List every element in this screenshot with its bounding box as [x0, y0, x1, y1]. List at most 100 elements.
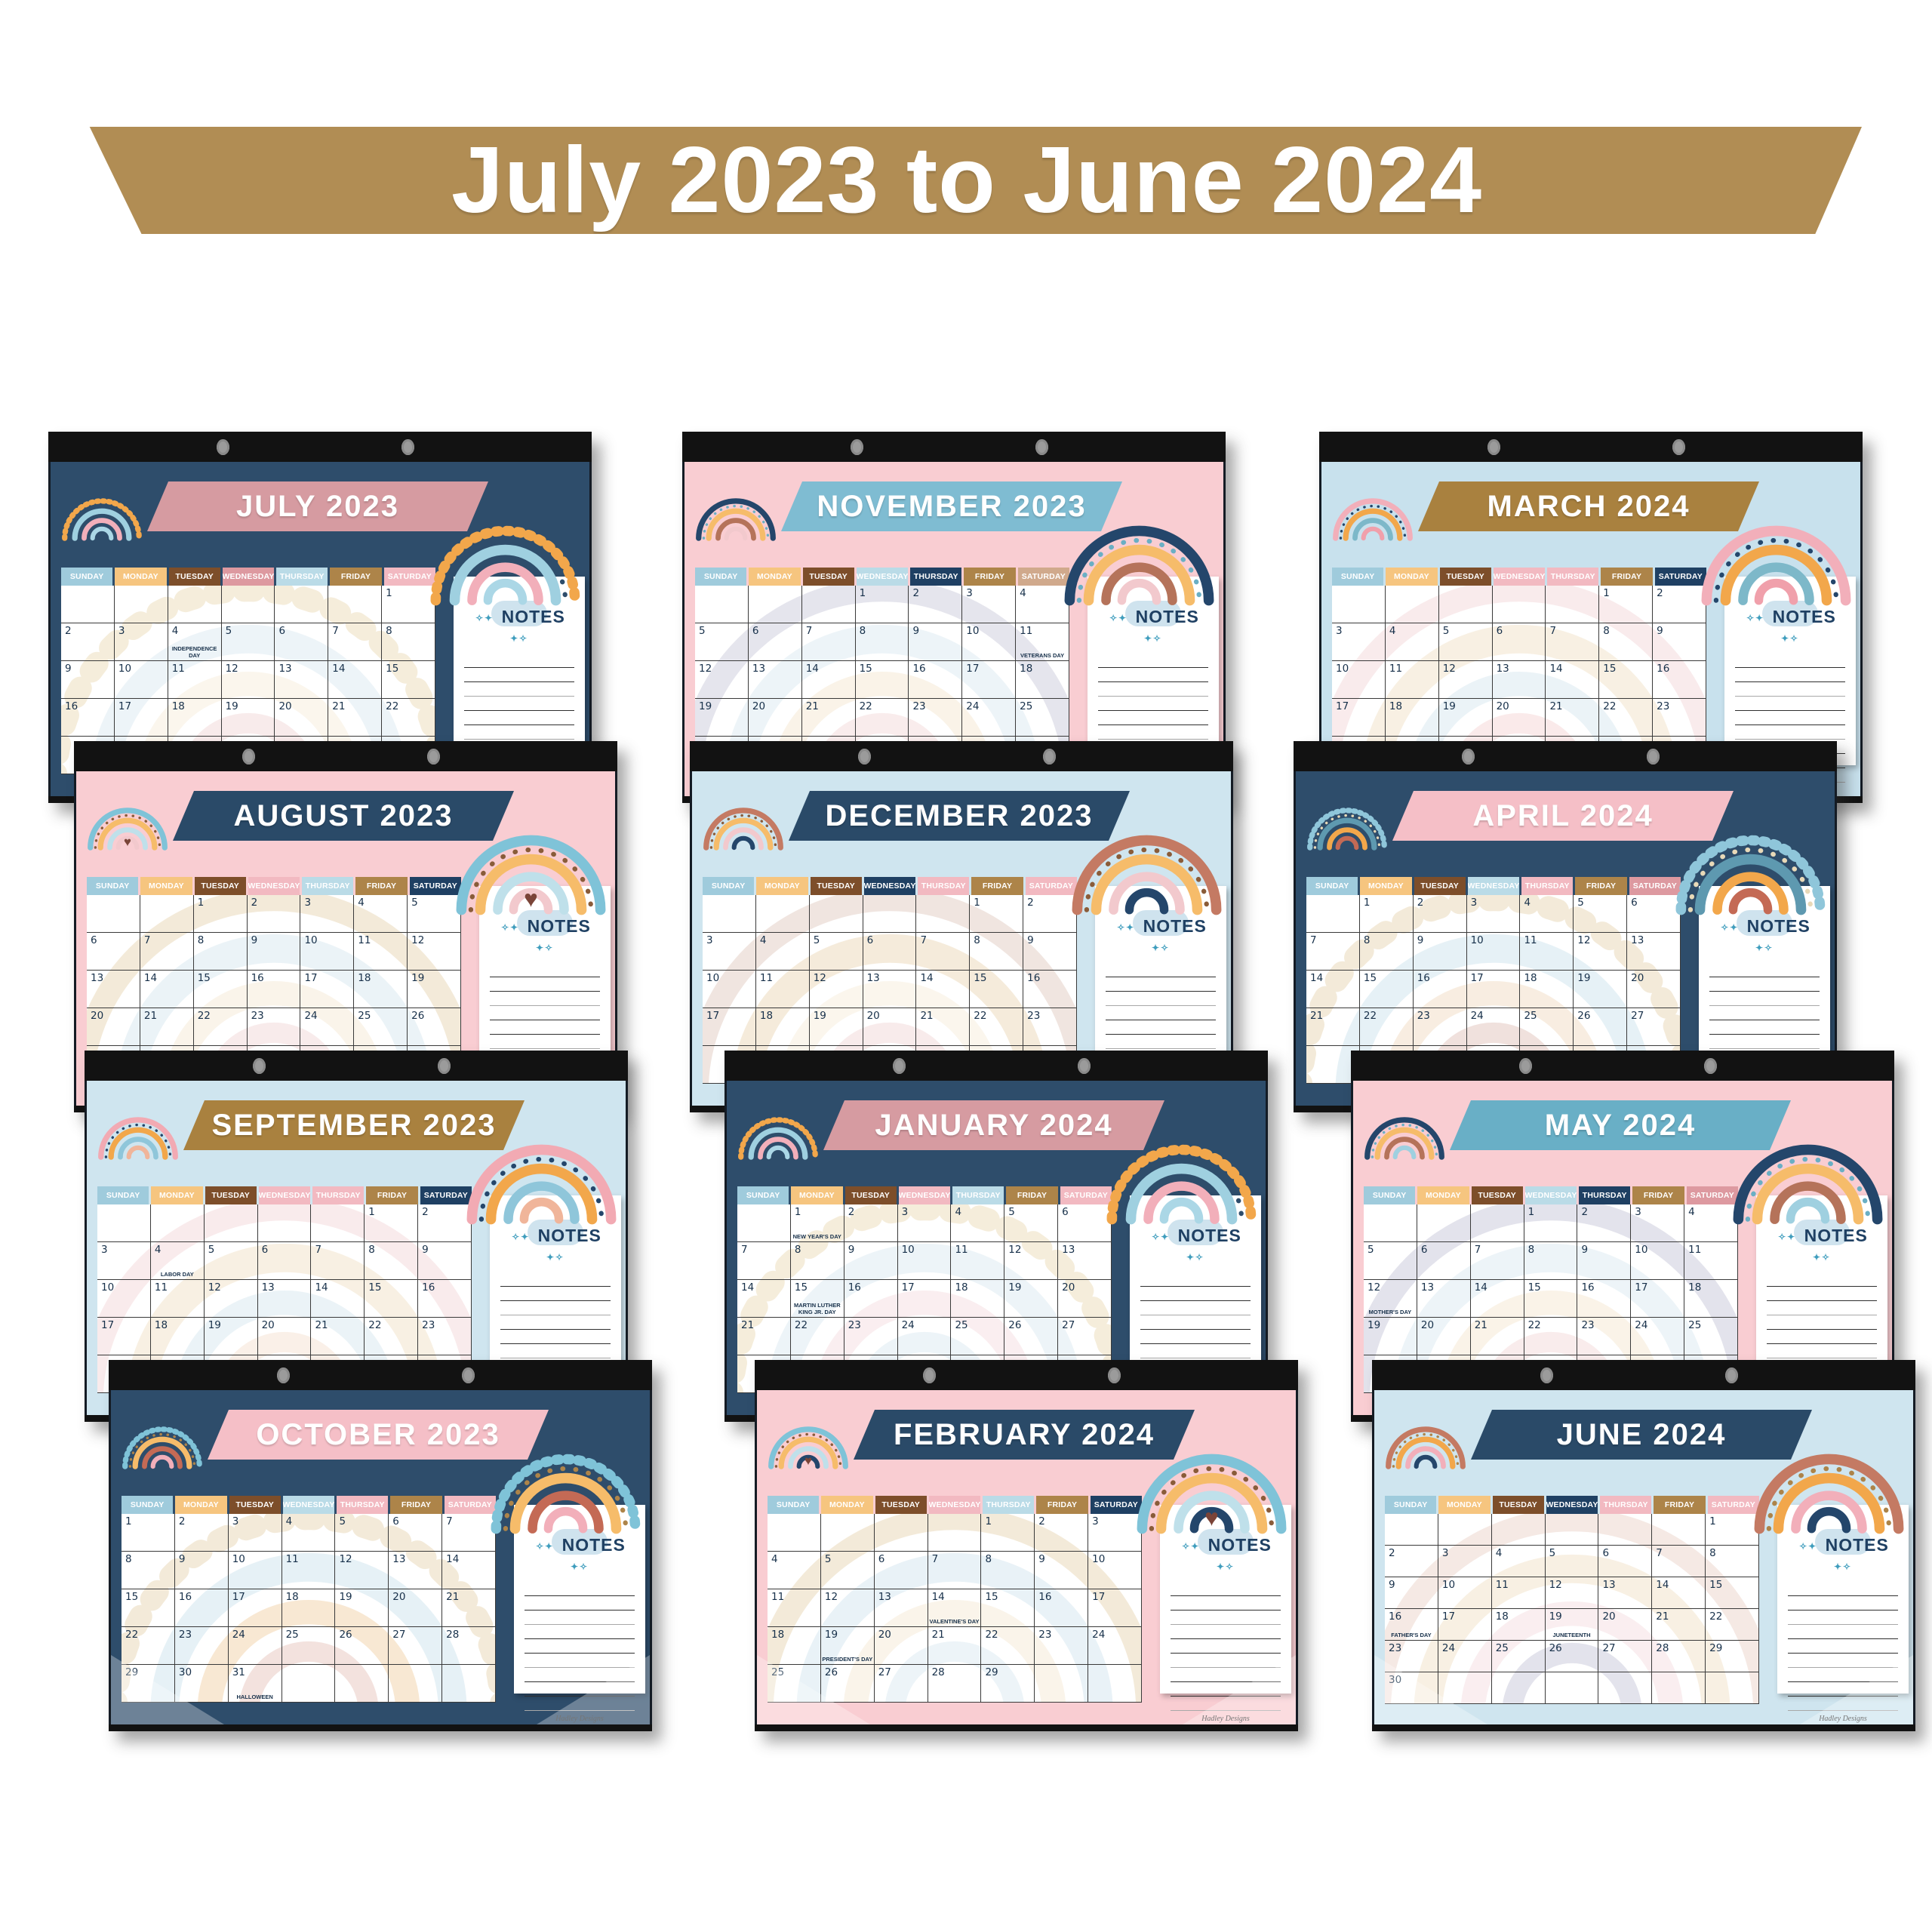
date-cell-23: 23 — [843, 1318, 897, 1355]
date-cell-empty — [1545, 586, 1599, 623]
date-number: 1 — [386, 587, 392, 599]
date-cell-18: 18 — [755, 1008, 809, 1046]
date-cell-13: 13 — [1057, 1242, 1111, 1280]
date-cell-empty — [755, 895, 809, 933]
date-cell-17: 17 — [1088, 1589, 1141, 1627]
date-number: 18 — [955, 1281, 968, 1294]
date-cell-16: 16 — [1652, 661, 1706, 699]
date-cell-25: 25 — [1491, 1641, 1545, 1672]
day-header-row: SUNDAY MONDAY TUESDAY WEDNESDAY THURSDAY FRID… — [1306, 877, 1681, 895]
date-cell-10: 10 — [227, 1552, 281, 1589]
notes-label: NOTES — [1746, 916, 1810, 936]
date-cell-9: 9 — [174, 1552, 228, 1589]
calendar-grid: SUNDAY MONDAY TUESDAY WEDNESDAY THURSDAY FRID… — [695, 568, 1069, 774]
notes-line — [1788, 1611, 1898, 1625]
date-number: 8 — [368, 1244, 375, 1256]
date-number: 17 — [304, 972, 318, 984]
notes-line — [464, 725, 574, 740]
date-cell-21: 21 — [328, 699, 382, 737]
date-cell-empty — [1437, 1514, 1491, 1546]
date-number: 13 — [878, 1591, 891, 1603]
date-cell-6: 6 — [1491, 623, 1546, 661]
week-row: 25 26 27 28 29 — [768, 1665, 1141, 1703]
date-cell-14: 14 — [1306, 971, 1359, 1008]
date-cell-16: 16 — [61, 699, 114, 737]
date-cell-10: 10 — [897, 1242, 951, 1280]
date-cell-empty — [808, 895, 863, 933]
sparkle-icon: ✦✧ — [1780, 632, 1800, 644]
date-cell-24: 24 — [897, 1318, 951, 1355]
day-header-monday: MONDAY — [151, 1186, 203, 1204]
date-number: 18 — [285, 1591, 299, 1603]
date-number: 18 — [759, 1010, 774, 1022]
month-title: JULY 2023 — [236, 489, 399, 523]
date-cell-18: 18 — [950, 1280, 1004, 1318]
date-number: 14 — [1474, 1281, 1487, 1294]
date-number: 17 — [706, 1010, 720, 1022]
date-cell-3: 3 — [897, 1204, 951, 1242]
month-title: DECEMBER 2023 — [825, 798, 1094, 832]
calendar-binding-strip — [682, 432, 1226, 462]
notes-line — [464, 682, 574, 697]
month-banner: MAY 2024 — [1450, 1100, 1791, 1150]
day-header-thursday: THURSDAY — [910, 568, 962, 586]
date-cell-empty — [1598, 1514, 1652, 1546]
date-cell-3: 3 — [703, 933, 755, 971]
date-cell-24: 24 — [1630, 1318, 1684, 1355]
date-cell-20: 20 — [1057, 1280, 1111, 1318]
heart-icon: ♥ — [124, 835, 131, 849]
calendar-grid: SUNDAY MONDAY TUESDAY WEDNESDAY THURSDAY FRID… — [122, 1496, 496, 1703]
date-cell-7: 7 — [1469, 1242, 1524, 1280]
date-cell-empty — [1385, 1514, 1438, 1546]
date-number: 25 — [771, 1666, 785, 1678]
date-cell-25: 25 — [281, 1627, 335, 1665]
notes-line — [1767, 1272, 1877, 1287]
week-row: 19 20 21 22 23 24 25 — [695, 699, 1069, 737]
date-cell-empty — [1651, 1672, 1706, 1704]
notes-line — [525, 1682, 635, 1697]
date-cell-22: 22 — [364, 1318, 418, 1355]
notes-title: ✧✦ NOTES ✦✧ — [500, 1226, 611, 1266]
date-number: 2 — [178, 1515, 186, 1527]
notes-lines — [1788, 1582, 1898, 1711]
date-number: 21 — [805, 700, 819, 712]
date-number: 1 — [197, 897, 205, 909]
date-number: 19 — [1577, 972, 1591, 984]
brand-signature: Hadley Designs — [1819, 1715, 1867, 1723]
date-cell-2: 2 — [1023, 895, 1076, 933]
date-cell-9: 9 — [1034, 1552, 1088, 1589]
week-row: 8 9 10 11 12 13 14 — [122, 1552, 495, 1589]
date-number: 21 — [741, 1319, 755, 1331]
week-row: 7 8 9 10 11 12 13 — [1306, 933, 1680, 971]
date-cell-1: 1 — [980, 1514, 1035, 1552]
date-number: 21 — [1549, 700, 1563, 712]
title-ribbon-text: July 2023 to June 2024 — [451, 128, 1483, 232]
date-number: 17 — [1635, 1281, 1648, 1294]
date-number: 7 — [920, 934, 928, 946]
day-header-row: SUNDAY MONDAY TUESDAY WEDNESDAY THURSDAY FRID… — [87, 877, 461, 895]
date-cell-29: 29 — [980, 1665, 1035, 1703]
date-cell-17: 17 — [961, 661, 1016, 699]
notes-panel: ✧✦ NOTES ✦✧ Hadley Designs — [479, 886, 611, 1104]
date-cell-11: 11 — [1384, 661, 1438, 699]
day-header-tuesday: TUESDAY — [1414, 877, 1466, 895]
date-number: 8 — [974, 934, 980, 946]
date-cell-16: 16 — [1023, 971, 1076, 1008]
sparkle-icon: ✧✦ — [1746, 612, 1765, 623]
day-header-monday: MONDAY — [140, 877, 192, 895]
notes-line — [525, 1668, 635, 1682]
date-cell-2: 2 — [908, 586, 962, 623]
date-cell-6: 6 — [747, 623, 801, 661]
date-number: 19 — [225, 700, 238, 712]
weeks-grid: 1 2 3 4 5 6 7 8 9 10 11 12 13 14 15 16 17 18 19 20 21 22 23 24 2… — [122, 1514, 496, 1703]
date-cell-empty — [915, 895, 970, 933]
notes-title: ✧✦ NOTES ✦✧ — [1106, 916, 1216, 957]
day-header-tuesday: TUESDAY — [229, 1496, 281, 1514]
day-header-wednesday: WEDNESDAY — [1524, 1186, 1577, 1204]
day-header-tuesday: TUESDAY — [194, 877, 246, 895]
date-number: 17 — [1470, 972, 1484, 984]
week-row: 5 6 7 8 9 10 11 VETERANS DAY — [695, 623, 1069, 661]
date-cell-30: 30 — [174, 1665, 228, 1703]
notes-line — [1098, 682, 1208, 697]
date-number: 11 — [358, 934, 371, 946]
